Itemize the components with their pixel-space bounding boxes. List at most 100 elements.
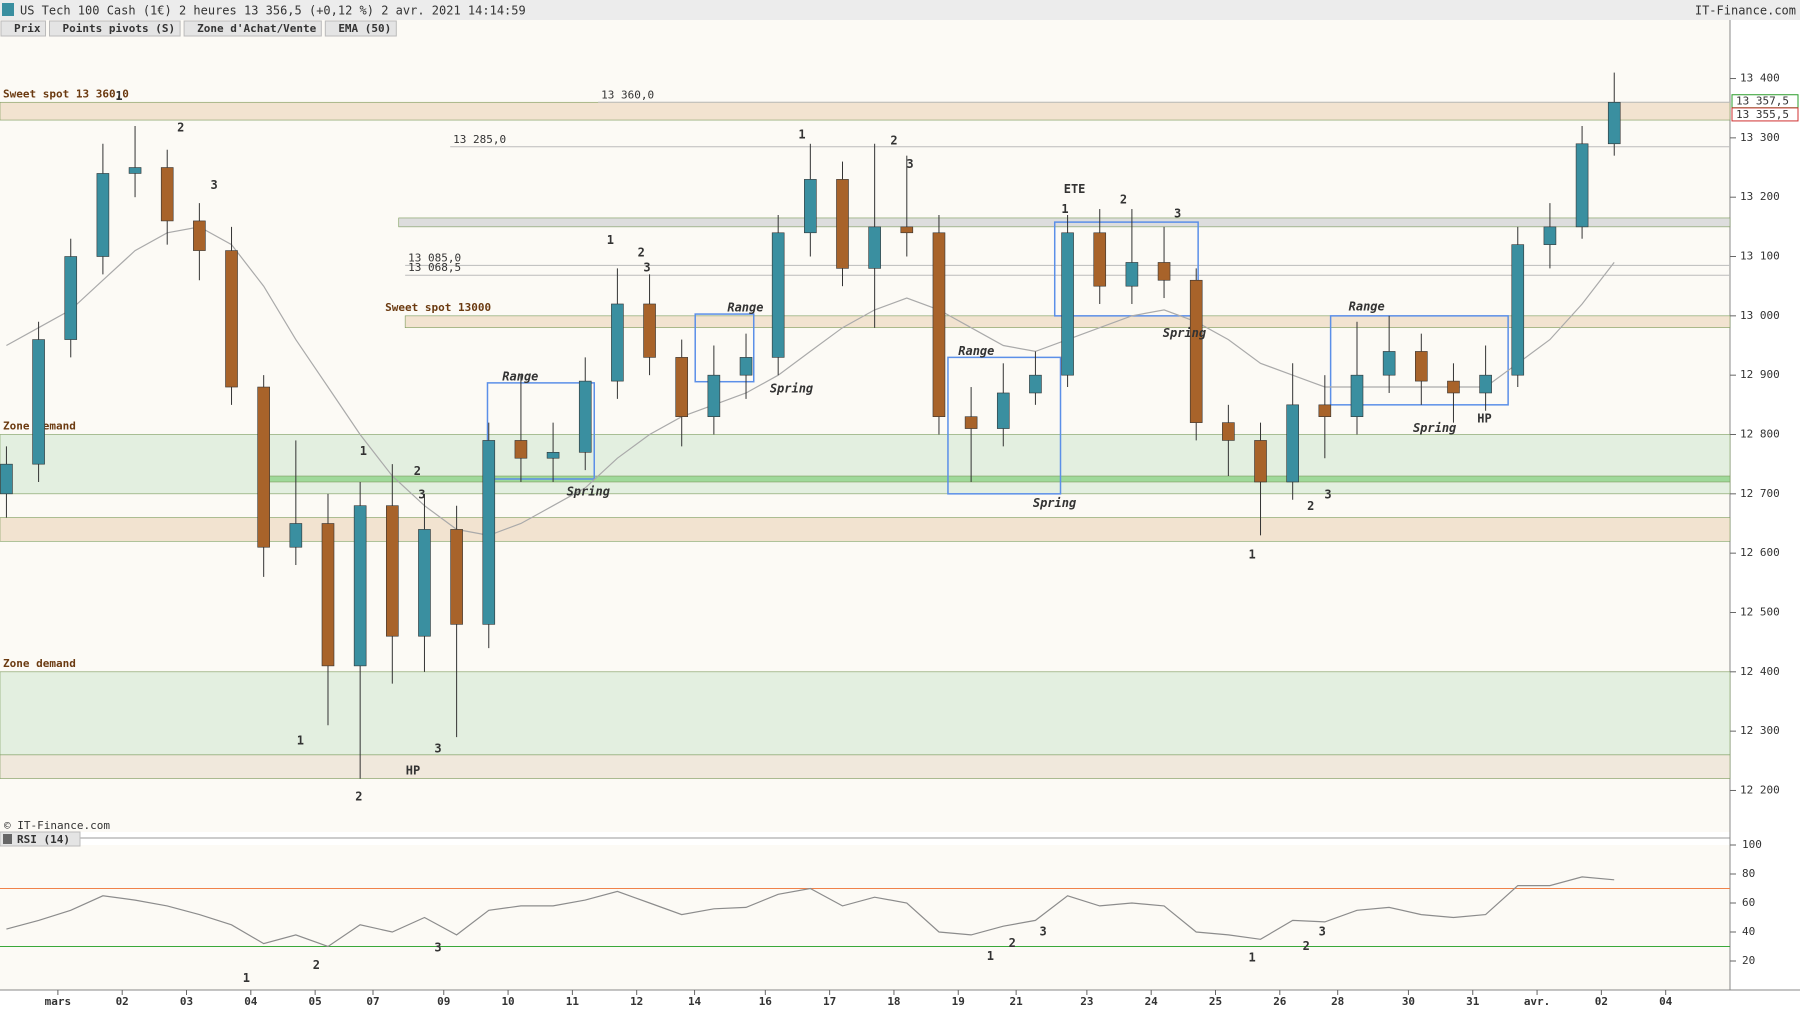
rsi-background [0,845,1730,990]
candle-body [1318,404,1332,418]
annotation: 2 [890,133,897,147]
ema-line [6,226,1615,537]
y-tick-label: 13 100 [1740,250,1780,263]
legend-item [324,20,397,37]
candle-body [482,440,496,625]
candle-body [1511,244,1525,376]
annotation: 3 [434,940,441,954]
annotation: Spring [567,485,610,499]
annotation: 2 [414,464,421,478]
header-source: IT-Finance.com [1695,4,1796,18]
x-tick-label: 19 [952,995,965,1008]
logo [2,3,14,16]
header-bar [0,0,1800,20]
candle-body [257,386,270,548]
annotation: 3 [906,157,913,171]
zone [0,434,1731,495]
candle-body [353,505,367,667]
annotation: 2 [355,789,362,803]
y-tick-label: 20 [1742,954,1755,967]
candle-body [578,380,592,453]
zone-label: Sweet spot 13000 [385,301,491,314]
y-tick-label: 13 000 [1740,309,1780,322]
legend-label: Points pivots (S) [63,22,176,35]
candle-body [964,416,978,429]
annotation: 3 [211,178,218,192]
candle-body [836,179,849,269]
annotation: 3 [1324,488,1331,502]
candle-body [193,220,206,251]
candle-body [900,226,914,234]
annotation: 2 [1120,193,1127,207]
candle-body [1415,351,1428,382]
price-tag-label: 13 357,5 [1736,95,1789,108]
candle-body [546,451,560,459]
x-tick-label: 03 [180,995,193,1008]
candle-body [32,339,45,465]
candle-body [1350,374,1364,418]
price-tag [1731,107,1799,122]
x-tick-label: 26 [1273,995,1287,1008]
x-tick-label: 14 [688,995,702,1008]
annotation: 2 [1009,936,1016,950]
annotation: 2 [177,120,184,134]
x-tick-label: 17 [823,995,836,1008]
candle-body [64,256,78,340]
candle-body [771,232,785,358]
x-tick-label: 09 [437,995,450,1008]
candle-body [450,529,463,625]
x-tick-label: 30 [1402,995,1415,1008]
annotation: 3 [1040,925,1047,939]
level-label: 13 360,0 [601,88,654,101]
annotation: HP [1477,412,1491,426]
level-label: 13 085,0 [408,251,461,264]
annotation: 3 [643,260,650,274]
candle-body [1093,232,1107,287]
candle-body [1029,374,1042,394]
annotation: Range [727,301,763,315]
candle-body [996,392,1010,429]
y-tick-label: 80 [1742,867,1755,880]
x-tick-label: 18 [887,995,900,1008]
annotation: 3 [1174,206,1181,220]
annotation: 1 [115,89,122,103]
watermark: © IT-Finance.com [4,819,110,832]
candle-body [1254,440,1267,483]
candle-body [386,505,399,637]
rsi-title-bg [0,831,81,847]
rsi-title: RSI (14) [17,833,70,846]
range-box [486,382,595,480]
x-tick-label: avr. [1524,995,1551,1008]
annotation: Spring [1413,421,1456,435]
x-tick-label: 04 [1659,995,1673,1008]
zone-label: Zone demand [3,657,76,670]
annotation: 3 [434,741,441,755]
annotation: Spring [1033,496,1076,510]
x-tick-label: 23 [1080,995,1093,1008]
level-label: 13 285,0 [453,133,506,146]
annotation: Range [958,344,994,358]
x-tick-label: 28 [1331,995,1344,1008]
y-tick-label: 12 500 [1740,605,1780,618]
candle-body [160,167,174,222]
annotation: Range [1349,299,1385,313]
candle-body [1607,101,1621,145]
candle-body [321,523,335,667]
zone [0,517,1731,542]
annotation: ETE [1064,182,1086,196]
legend-label: Prix [14,22,41,35]
candle-body [0,463,13,495]
candle-body [128,167,142,174]
x-tick-label: 31 [1466,995,1480,1008]
candle-body [96,173,110,257]
annotation: 3 [1319,925,1326,939]
annotation: 2 [638,245,645,259]
candle-body [1543,226,1557,245]
zone-label: Sweet spot 13 360,0 [3,87,129,100]
candle-body [1575,143,1589,228]
annotation: 1 [297,734,304,748]
x-tick-label: 10 [501,995,514,1008]
candle-body [1447,380,1460,394]
range-box [694,313,755,383]
